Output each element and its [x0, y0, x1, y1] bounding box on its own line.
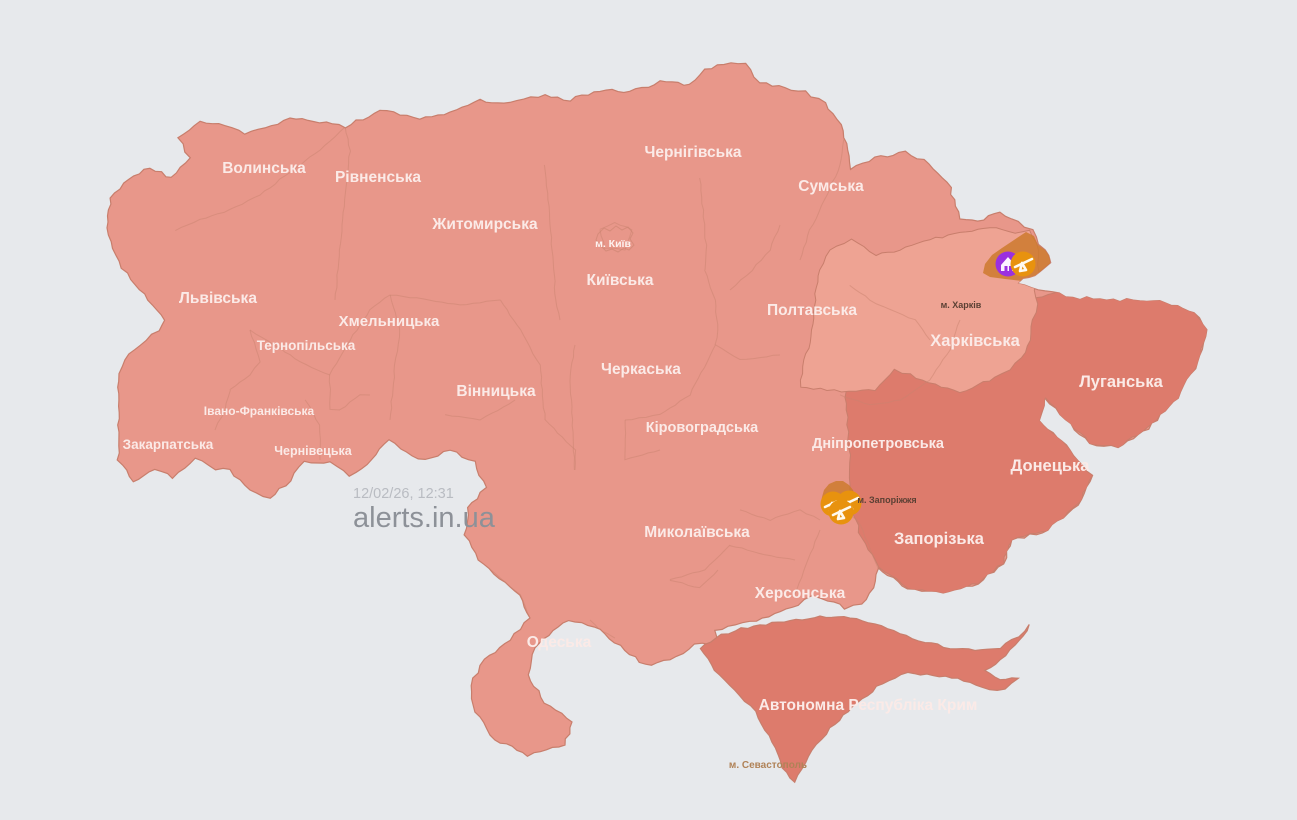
svg-text:Чернівецька: Чернівецька — [274, 444, 352, 458]
svg-text:Волинська: Волинська — [222, 160, 306, 177]
svg-text:м. Севастополь: м. Севастополь — [729, 760, 807, 771]
svg-text:Херсонська: Херсонська — [755, 585, 846, 602]
svg-text:Івано-Франківська: Івано-Франківська — [204, 404, 315, 418]
svg-text:Запорізька: Запорізька — [894, 530, 985, 548]
svg-text:Тернопільська: Тернопільська — [257, 338, 356, 353]
svg-text:м. Запоріжжя: м. Запоріжжя — [857, 495, 916, 505]
svg-text:Хмельницька: Хмельницька — [339, 313, 440, 330]
svg-text:Одеська: Одеська — [527, 634, 592, 651]
svg-text:Харківська: Харківська — [930, 332, 1020, 350]
svg-text:Закарпатська: Закарпатська — [123, 437, 214, 452]
svg-text:Донецька: Донецька — [1011, 457, 1091, 475]
svg-text:Автономна Республіка Крим: Автономна Республіка Крим — [759, 697, 978, 714]
svg-text:м. Київ: м. Київ — [595, 238, 631, 250]
svg-text:Полтавська: Полтавська — [767, 302, 857, 319]
svg-text:Чернігівська: Чернігівська — [644, 144, 741, 161]
svg-text:Черкаська: Черкаська — [601, 361, 681, 378]
svg-text:Житомирська: Житомирська — [431, 216, 538, 233]
svg-text:м. Харків: м. Харків — [941, 300, 982, 310]
svg-text:Львівська: Львівська — [179, 290, 257, 307]
svg-text:Миколаївська: Миколаївська — [644, 524, 750, 541]
svg-text:Рівненська: Рівненська — [335, 169, 421, 186]
svg-text:Київська: Київська — [586, 272, 653, 289]
svg-text:Кіровоградська: Кіровоградська — [646, 420, 759, 436]
svg-text:Вінницька: Вінницька — [456, 383, 536, 400]
svg-text:Луганська: Луганська — [1079, 373, 1163, 391]
svg-text:Сумська: Сумська — [798, 178, 864, 195]
svg-text:Дніпропетровська: Дніпропетровська — [812, 436, 945, 452]
